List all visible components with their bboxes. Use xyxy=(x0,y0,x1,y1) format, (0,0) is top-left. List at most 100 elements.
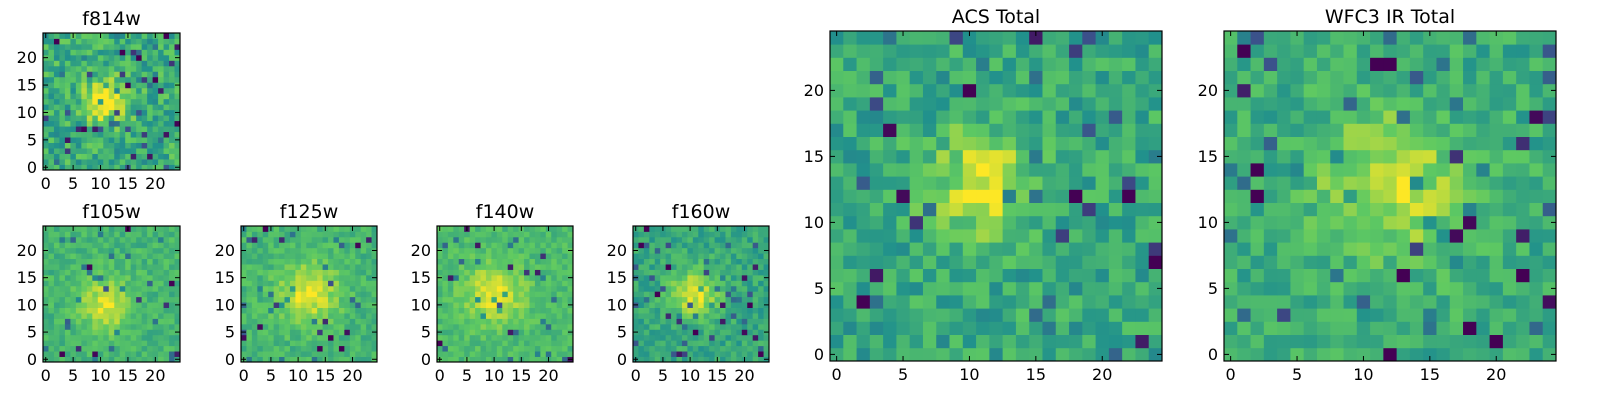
heatmap-cell xyxy=(141,126,148,133)
heatmap-cell xyxy=(311,226,318,232)
heatmap-cell xyxy=(1122,281,1136,296)
heatmap-cell xyxy=(306,313,313,319)
heatmap-cell xyxy=(1516,31,1530,45)
heatmap-cell xyxy=(962,176,977,190)
heatmap-cell xyxy=(681,307,688,314)
heatmap-cell xyxy=(257,226,264,232)
heatmap-cell xyxy=(1502,321,1517,335)
heatmap-cell xyxy=(141,302,148,308)
heatmap-cell xyxy=(524,247,530,254)
heatmap-cell xyxy=(317,351,323,357)
heatmap-cell xyxy=(92,148,99,154)
heatmap-cell xyxy=(534,323,541,330)
heatmap-cell xyxy=(141,231,148,238)
heatmap-cell xyxy=(540,258,547,265)
heatmap-cell xyxy=(169,33,175,39)
heatmap-cell xyxy=(649,291,656,298)
heatmap-cell xyxy=(1055,242,1070,256)
heatmap-cell xyxy=(676,258,683,265)
y-tick-label: 10 xyxy=(607,295,627,314)
heatmap-cell xyxy=(1135,83,1150,98)
heatmap-cell xyxy=(103,104,110,111)
heatmap-cell xyxy=(108,351,115,357)
heatmap-cell xyxy=(676,291,683,298)
heatmap-cell xyxy=(295,313,302,319)
heatmap-cell xyxy=(284,356,291,363)
heatmap-cell xyxy=(355,323,362,330)
heatmap-cell xyxy=(158,302,164,308)
heatmap-cell xyxy=(1383,136,1398,151)
heatmap-cell xyxy=(152,115,159,122)
heatmap-cell xyxy=(355,313,362,319)
heatmap-cell xyxy=(962,97,977,111)
heatmap-cell xyxy=(1409,308,1424,322)
heatmap-cell xyxy=(97,43,104,50)
heatmap-cell xyxy=(1409,281,1424,296)
heatmap-cell xyxy=(241,264,247,270)
heatmap-cell xyxy=(152,302,159,308)
heatmap-cell xyxy=(141,87,148,94)
heatmap-cell xyxy=(676,323,683,330)
heatmap-cell xyxy=(349,329,356,336)
heatmap-cell xyxy=(496,247,503,254)
heatmap-cell xyxy=(169,126,175,133)
heatmap-cell xyxy=(141,164,148,171)
heatmap-cell xyxy=(306,242,313,249)
heatmap-cell xyxy=(53,323,60,330)
heatmap-cell xyxy=(268,329,275,336)
heatmap-cell xyxy=(59,345,66,352)
heatmap-cell xyxy=(1224,176,1238,190)
heatmap-cell xyxy=(169,247,175,254)
heatmap-cell xyxy=(43,87,49,94)
heatmap-cell xyxy=(130,296,137,303)
heatmap-cell xyxy=(306,334,313,341)
heatmap-cell xyxy=(119,109,126,116)
heatmap-cell xyxy=(273,340,280,347)
heatmap-cell xyxy=(709,258,715,265)
heatmap-cell xyxy=(442,274,449,281)
heatmap-cell xyxy=(333,291,340,298)
heatmap-cell xyxy=(1237,242,1251,256)
heatmap-cell xyxy=(1055,321,1070,335)
heatmap-cell xyxy=(174,153,181,160)
heatmap-cell xyxy=(1029,123,1043,137)
heatmap-cell xyxy=(1042,163,1057,177)
heatmap-cell xyxy=(136,291,143,298)
x-tick-label: 5 xyxy=(462,366,472,385)
heatmap-cell xyxy=(730,274,737,281)
heatmap-cell xyxy=(59,340,66,347)
heatmap-cell xyxy=(1343,97,1358,111)
heatmap-cell xyxy=(174,269,181,276)
heatmap-cell xyxy=(1108,215,1123,230)
heatmap-cell xyxy=(1122,268,1136,283)
heatmap-cell xyxy=(524,296,530,303)
heatmap-cell xyxy=(1002,149,1017,164)
heatmap-cell xyxy=(43,264,49,270)
heatmap-cell xyxy=(551,356,558,363)
heatmap-cell xyxy=(1542,347,1557,362)
heatmap-cell xyxy=(1436,163,1451,177)
heatmap-cell xyxy=(1055,308,1070,322)
heatmap-cell xyxy=(163,109,170,116)
heatmap-cell xyxy=(349,313,356,319)
heatmap-cell xyxy=(545,264,552,270)
heatmap-cell xyxy=(1330,176,1344,190)
heatmap-cell xyxy=(1148,229,1163,243)
x-tick-label: 0 xyxy=(832,365,842,384)
heatmap-cell xyxy=(909,83,924,98)
heatmap-cell xyxy=(48,296,55,303)
heatmap-cell xyxy=(529,226,536,232)
heatmap-cell xyxy=(1069,70,1083,85)
heatmap-cell xyxy=(1330,308,1344,322)
heatmap-cell xyxy=(909,321,924,335)
heatmap-cell xyxy=(534,296,541,303)
heatmap-cell xyxy=(86,226,93,232)
heatmap-cell xyxy=(976,83,990,98)
heatmap-cell xyxy=(758,274,764,281)
heatmap-cell xyxy=(81,258,88,265)
heatmap-cell xyxy=(1095,229,1110,243)
heatmap-cell xyxy=(152,109,159,116)
heatmap-cell xyxy=(534,302,541,308)
heatmap-cell xyxy=(752,340,759,347)
heatmap-cell xyxy=(949,268,964,283)
